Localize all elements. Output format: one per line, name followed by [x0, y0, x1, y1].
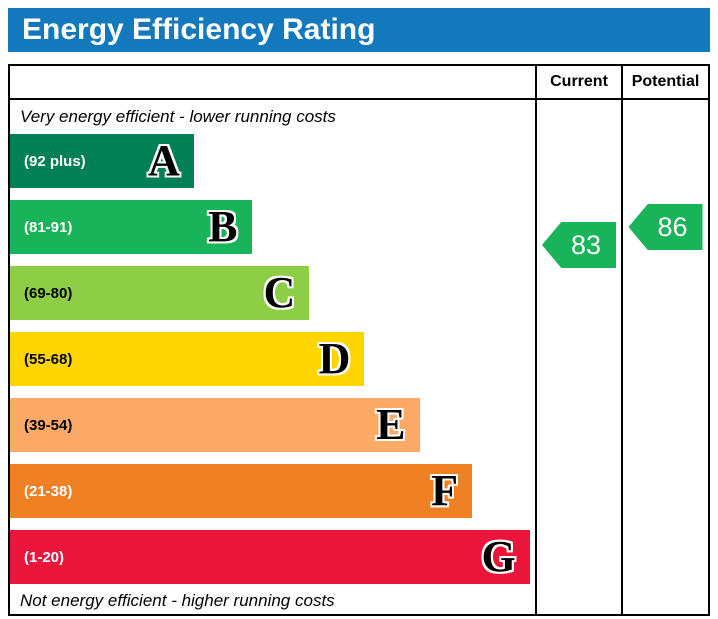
band-b-letter: B — [208, 202, 238, 251]
current-rating-arrow: 83 — [542, 222, 616, 268]
potential-rating-arrow: 86 — [628, 204, 703, 250]
bands-area: Very energy efficient - lower running co… — [10, 100, 535, 614]
header-spacer — [10, 66, 535, 100]
potential-column: 86 — [621, 100, 708, 614]
band-g: (1-20) G — [10, 530, 530, 584]
band-row-b: (81-91) B — [10, 200, 535, 254]
band-f: (21-38) F — [10, 464, 472, 518]
band-row-d: (55-68) D — [10, 332, 535, 386]
band-f-range-label: (21-38) — [24, 482, 73, 500]
column-header-potential: Potential — [621, 66, 708, 100]
band-e-letter: E — [376, 400, 406, 449]
band-c: (69-80) C — [10, 266, 310, 320]
caption-top: Very energy efficient - lower running co… — [20, 107, 336, 126]
current-column: 83 — [535, 100, 621, 614]
band-c-range-label: (69-80) — [24, 284, 73, 302]
current-rating-value: 83 — [570, 229, 602, 260]
band-row-e: (39-54) E — [10, 398, 535, 452]
band-d-range-label: (55-68) — [24, 350, 73, 368]
band-row-c: (69-80) C — [10, 266, 535, 320]
band-row-a: (92 plus) A — [10, 134, 535, 188]
band-b-range-label: (81-91) — [24, 218, 73, 236]
band-b: (81-91) B — [10, 200, 252, 254]
potential-rating-value: 86 — [657, 211, 688, 242]
band-d: (55-68) D — [10, 332, 365, 386]
band-d-letter: D — [318, 334, 351, 383]
band-row-f: (21-38) F — [10, 464, 535, 518]
band-a-letter: A — [147, 136, 180, 185]
band-e-range-label: (39-54) — [24, 416, 73, 434]
page-title: Energy Efficiency Rating — [22, 13, 376, 46]
bands-list: (92 plus) A (81-91) B (69-80) C — [10, 134, 535, 584]
band-c-letter: C — [263, 268, 296, 317]
epc-chart: Current Potential Very energy efficient … — [8, 64, 710, 616]
column-header-current: Current — [535, 66, 621, 100]
band-row-g: (1-20) G — [10, 530, 535, 584]
band-e: (39-54) E — [10, 398, 420, 452]
band-a: (92 plus) A — [10, 134, 194, 188]
band-g-letter: G — [481, 532, 516, 581]
band-f-letter: F — [431, 466, 458, 515]
caption-bottom: Not energy efficient - higher running co… — [20, 591, 335, 610]
title-bar: Energy Efficiency Rating — [8, 8, 710, 52]
band-g-range-label: (1-20) — [24, 548, 65, 566]
band-a-range-label: (92 plus) — [24, 152, 86, 170]
